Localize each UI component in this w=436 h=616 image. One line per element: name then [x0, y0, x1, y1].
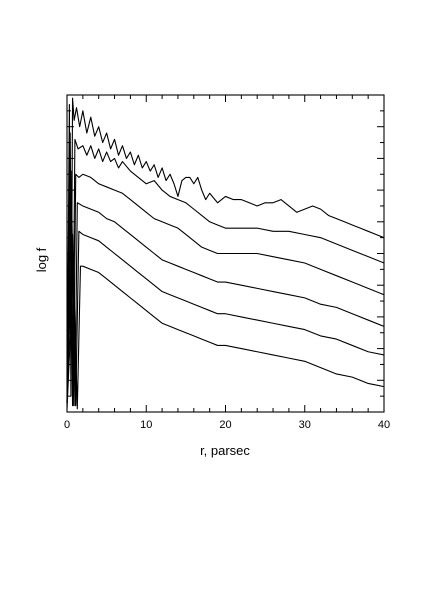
- x-tick-label: 30: [299, 419, 311, 431]
- x-tick-labels: 0 10 20 30 40: [64, 419, 390, 431]
- series-line-5: [66, 230, 385, 407]
- series-group: [66, 97, 385, 410]
- x-tick-label: 0: [64, 419, 70, 431]
- x-tick-label: 20: [219, 419, 231, 431]
- series-line-2: [66, 132, 385, 407]
- series-line-4: [66, 202, 385, 407]
- series-line-1: [66, 97, 385, 403]
- x-tick-label: 10: [140, 419, 152, 431]
- series-line-6: [66, 265, 385, 410]
- y-axis-title: log f: [34, 247, 49, 272]
- x-tick-label: 40: [378, 419, 390, 431]
- series-line-3: [66, 170, 385, 407]
- x-axis-title: r, parsec: [200, 443, 250, 458]
